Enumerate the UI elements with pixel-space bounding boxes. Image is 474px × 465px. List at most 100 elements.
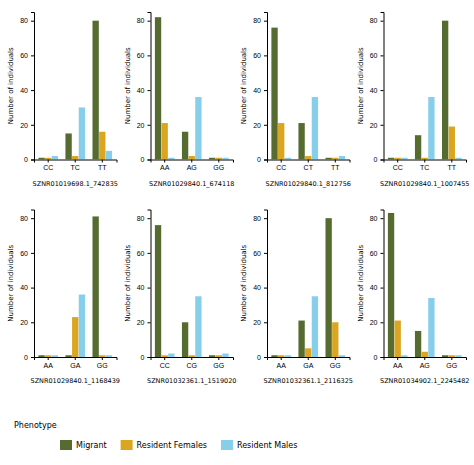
y-tick: 80 (20, 17, 34, 24)
y-tick-label: 80 (370, 215, 378, 222)
y-axis-line (264, 13, 268, 161)
y-tick-mark (31, 21, 34, 22)
y-axis-line (148, 13, 152, 161)
bar (99, 355, 105, 357)
legend-label: Migrant (76, 441, 107, 450)
x-axis: CCCGGG (151, 357, 234, 369)
y-tick-mark (31, 288, 34, 289)
bar (155, 17, 161, 159)
y-tick-mark (148, 160, 151, 161)
bar (442, 21, 448, 160)
bar (216, 355, 222, 357)
x-axis-title: SZNR01032361.1_1519020 (147, 377, 236, 385)
legend-swatch (121, 440, 133, 450)
x-tick: TT (98, 160, 107, 172)
y-axis-line (264, 210, 268, 358)
bar (442, 355, 448, 357)
x-tick-label: AA (44, 362, 54, 369)
y-tick-label: 0 (141, 354, 145, 361)
y-axis-title: Number of individuals (357, 244, 365, 321)
x-tick: CC (276, 160, 286, 172)
y-axis-title: Number of individuals (240, 244, 248, 321)
bar (428, 97, 434, 159)
bar (298, 123, 304, 159)
series (155, 225, 215, 357)
x-axis-title: SZNR01029840.1_674118 (149, 180, 234, 188)
x-tick: GA (70, 357, 80, 369)
series (388, 21, 448, 160)
bar (106, 151, 112, 160)
legend: MigrantResident FemalesResident Males (60, 440, 297, 450)
x-tick-mark (75, 160, 76, 163)
bar (449, 355, 455, 357)
y-tick: 60 (137, 250, 151, 257)
bar (278, 123, 284, 159)
bar (332, 322, 338, 357)
x-axis-line (268, 358, 351, 361)
y-tick-label: 80 (253, 17, 261, 24)
bar (428, 298, 434, 357)
figure: CCTCTT020406080Number of individualsSZNR… (0, 0, 474, 465)
x-tick: CC (43, 160, 53, 172)
x-tick-mark (218, 357, 219, 360)
y-tick-label: 60 (253, 250, 261, 257)
y-tick: 60 (20, 52, 34, 59)
legend-item: Resident Females (121, 440, 207, 450)
x-tick-label: CG (187, 362, 198, 369)
series (271, 28, 331, 160)
x-axis-title: SZNR01032361.1_2116325 (264, 377, 353, 385)
x-tick-mark (191, 357, 192, 360)
bar (168, 158, 174, 160)
panel: AAAGGG020406080Number of individualsSZNR… (357, 210, 470, 385)
series (38, 21, 98, 160)
x-tick: GG (213, 160, 224, 172)
y-tick-label: 60 (20, 52, 28, 59)
x-tick-label: GG (330, 362, 341, 369)
series (401, 97, 461, 159)
bar (106, 355, 112, 357)
y-axis-line (381, 13, 385, 161)
bar (99, 132, 105, 160)
x-tick-label: CC (393, 164, 403, 171)
y-tick-mark (31, 322, 34, 323)
y-tick-mark (148, 21, 151, 22)
x-axis-title: SZNR01034902.1_2245482 (380, 377, 469, 385)
bar (401, 158, 407, 160)
bars (388, 21, 462, 160)
series (162, 123, 222, 159)
y-tick-label: 40 (370, 284, 378, 291)
y-tick-mark (264, 218, 267, 219)
y-tick-label: 60 (137, 250, 145, 257)
bar (182, 132, 188, 160)
x-tick: GG (330, 357, 341, 369)
y-tick: 0 (257, 156, 267, 163)
x-tick-label: GG (213, 164, 224, 171)
y-tick: 20 (370, 319, 384, 326)
y-tick: 80 (253, 215, 267, 222)
y-tick-mark (148, 218, 151, 219)
bar (65, 133, 71, 159)
series (168, 97, 228, 159)
x-axis: AAAGGG (384, 357, 467, 369)
x-tick-label: GA (70, 362, 80, 369)
series (168, 296, 228, 357)
y-tick: 60 (370, 250, 384, 257)
y-tick: 60 (137, 52, 151, 59)
y-tick-label: 40 (253, 284, 261, 291)
series (395, 321, 455, 357)
bar (168, 354, 174, 357)
y-tick-label: 0 (257, 156, 261, 163)
y-tick-mark (148, 253, 151, 254)
x-axis-line (35, 358, 118, 361)
y-axis-title: Number of individuals (7, 47, 15, 124)
y-tick-label: 0 (141, 156, 145, 163)
series (278, 322, 338, 357)
bar (305, 348, 311, 357)
y-tick-mark (31, 55, 34, 56)
x-tick: AG (420, 357, 430, 369)
y-tick-mark (31, 90, 34, 91)
y-tick-mark (264, 253, 267, 254)
x-tick-label: GA (303, 362, 313, 369)
x-tick-mark (75, 357, 76, 360)
y-tick: 80 (20, 215, 34, 222)
